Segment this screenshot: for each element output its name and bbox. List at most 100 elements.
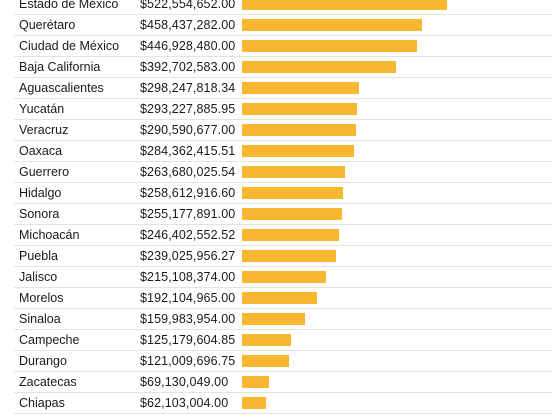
bar	[242, 397, 266, 409]
bar	[242, 0, 447, 10]
chart-row: Guerrero $263,680,025.54	[0, 162, 560, 183]
value-label: $215,108,374.00	[140, 270, 236, 284]
category-label: Sonora	[19, 207, 60, 221]
value-label: $159,983,954.00	[140, 312, 236, 326]
row-divider	[14, 35, 552, 36]
chart-row: Campeche $125,179,604.85	[0, 330, 560, 351]
row-divider	[14, 203, 552, 204]
bar	[242, 82, 359, 94]
value-label: $239,025,956.27	[140, 249, 236, 263]
category-label: Puebla	[19, 249, 58, 263]
row-divider	[14, 371, 552, 372]
chart-row: Ciudad de México $446,928,480.00	[0, 36, 560, 57]
bar	[242, 229, 339, 241]
bar	[242, 313, 305, 325]
chart-row: Sinaloa $159,983,954.00	[0, 309, 560, 330]
value-label: $522,554,652.00	[140, 0, 236, 11]
chart-row: Aguascalientes $298,247,818.34	[0, 78, 560, 99]
row-divider	[14, 182, 552, 183]
chart-row: Puebla $239,025,956.27	[0, 246, 560, 267]
value-label: $290,590,677.00	[140, 123, 236, 137]
chart-row: Zacatecas $69,130,049.00	[0, 372, 560, 393]
category-label: Durango	[19, 354, 67, 368]
category-label: Aguascalientes	[19, 81, 104, 95]
bar	[242, 103, 357, 115]
category-label: Sinaloa	[19, 312, 61, 326]
category-label: Estado de México	[19, 0, 119, 11]
category-label: Guerrero	[19, 165, 70, 179]
chart-row: Sonora $255,177,891.00	[0, 204, 560, 225]
row-divider	[14, 224, 552, 225]
row-divider	[14, 245, 552, 246]
bar	[242, 187, 343, 199]
value-label: $69,130,049.00	[140, 375, 229, 389]
category-label: Zacatecas	[19, 375, 77, 389]
row-divider	[14, 56, 552, 57]
bar	[242, 292, 317, 304]
chart-row: Baja California $392,702,583.00	[0, 57, 560, 78]
bar	[242, 355, 289, 367]
bar	[242, 61, 396, 73]
bar	[242, 271, 326, 283]
row-divider	[14, 266, 552, 267]
value-label: $258,612,916.60	[140, 186, 236, 200]
category-label: Veracruz	[19, 123, 69, 137]
row-divider	[14, 287, 552, 288]
bar	[242, 40, 417, 52]
chart-row: Michoacán $246,402,552.52	[0, 225, 560, 246]
bar	[242, 19, 422, 31]
bar	[242, 250, 336, 262]
category-label: Oaxaca	[19, 144, 63, 158]
chart-row: Chiapas $62,103,004.00	[0, 393, 560, 414]
value-label: $293,227,885.95	[140, 102, 236, 116]
value-label: $446,928,480.00	[140, 39, 236, 53]
row-divider	[14, 308, 552, 309]
bar	[242, 376, 269, 388]
chart-row: Yucatán $293,227,885.95	[0, 99, 560, 120]
bar	[242, 145, 354, 157]
row-divider	[14, 98, 552, 99]
chart-row: Oaxaca $284,362,415.51	[0, 141, 560, 162]
category-label: Yucatán	[19, 102, 65, 116]
chart-row: Hidalgo $258,612,916.60	[0, 183, 560, 204]
category-label: Michoacán	[19, 228, 80, 242]
chart-row: Veracruz $290,590,677.00	[0, 120, 560, 141]
category-label: Jalisco	[19, 270, 58, 284]
value-label: $458,437,282.00	[140, 18, 236, 32]
row-divider	[14, 119, 552, 120]
value-label: $192,104,965.00	[140, 291, 236, 305]
row-divider	[14, 329, 552, 330]
chart-row: Jalisco $215,108,374.00	[0, 267, 560, 288]
bar	[242, 166, 345, 178]
value-label: $125,179,604.85	[140, 333, 236, 347]
row-divider	[14, 350, 552, 351]
value-label: $255,177,891.00	[140, 207, 236, 221]
chart-row: Estado de México $522,554,652.00	[0, 0, 560, 15]
value-label: $284,362,415.51	[140, 144, 236, 158]
row-divider	[14, 140, 552, 141]
value-label: $263,680,025.54	[140, 165, 236, 179]
category-label: Hidalgo	[19, 186, 62, 200]
value-label: $392,702,583.00	[140, 60, 236, 74]
category-label: Chiapas	[19, 396, 65, 410]
value-label: $246,402,552.52	[140, 228, 236, 242]
category-label: Morelos	[19, 291, 64, 305]
value-label: $62,103,004.00	[140, 396, 229, 410]
chart-row: Querétaro $458,437,282.00	[0, 15, 560, 36]
chart-row: Morelos $192,104,965.00	[0, 288, 560, 309]
category-label: Campeche	[19, 333, 80, 347]
bar	[242, 124, 356, 136]
bar	[242, 208, 342, 220]
category-label: Ciudad de México	[19, 39, 120, 53]
category-label: Baja California	[19, 60, 101, 74]
row-divider	[14, 161, 552, 162]
chart-row: Durango $121,009,696.75	[0, 351, 560, 372]
row-divider	[14, 392, 552, 393]
value-label: $298,247,818.34	[140, 81, 236, 95]
row-divider	[14, 14, 552, 15]
bar	[242, 334, 291, 346]
category-label: Querétaro	[19, 18, 76, 32]
row-divider	[14, 77, 552, 78]
row-divider	[14, 413, 552, 414]
